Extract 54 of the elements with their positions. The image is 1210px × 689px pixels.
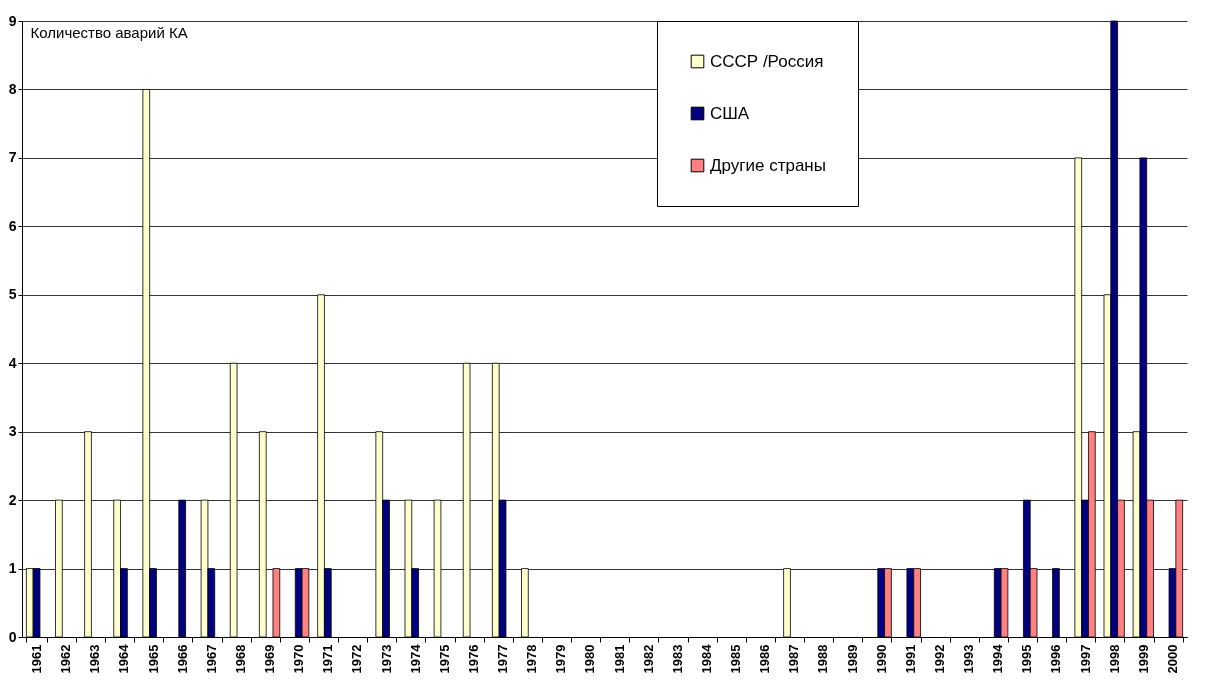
legend-label: Другие страны: [710, 155, 826, 175]
x-tick-label: 1995: [1019, 644, 1035, 674]
y-tick-label: 3: [8, 423, 17, 440]
x-tick-label: 1969: [262, 644, 278, 674]
x-tick-label: 1990: [873, 644, 889, 674]
x-tick-label: 1985: [728, 644, 744, 674]
x-tick-label: 1971: [320, 644, 336, 674]
x-tick-label: 1963: [87, 644, 103, 674]
x-tick-label: 1996: [1048, 644, 1064, 674]
x-tick-label: 1980: [582, 644, 598, 674]
x-tick-label: 1989: [844, 644, 860, 674]
y-tick-label: 6: [8, 217, 17, 234]
x-tick-label: 1981: [611, 644, 627, 674]
x-tick-label: 1970: [291, 644, 307, 674]
x-tick-label: 1962: [58, 644, 74, 674]
x-tick-label: 1968: [232, 644, 248, 674]
legend-label: СССР /Россия: [710, 51, 824, 71]
x-tick-label: 1987: [786, 644, 802, 674]
y-tick-label: 7: [8, 149, 17, 166]
x-tick-label: 1978: [524, 644, 540, 674]
x-tick-label: 1991: [902, 644, 918, 674]
x-tick-label: 1973: [378, 644, 394, 674]
y-tick-label: 1: [8, 560, 17, 577]
x-tick-label: 1999: [1135, 644, 1151, 674]
x-tick-label: 1994: [990, 643, 1006, 674]
y-tick-label: 0: [8, 628, 17, 645]
y-tick-label: 2: [8, 491, 17, 508]
x-tick-label: 1972: [349, 644, 365, 674]
y-tick-label: 9: [8, 12, 17, 29]
x-tick-label: 1961: [29, 644, 45, 674]
x-tick-label: 1965: [145, 644, 161, 674]
x-tick-label: 1998: [1106, 644, 1122, 674]
y-axis-title: Количество аварий КА: [30, 23, 188, 41]
x-tick-label: 1979: [553, 644, 569, 674]
x-tick-label: 1975: [436, 644, 452, 674]
y-tick-label: 5: [8, 286, 17, 303]
x-tick-label: 1976: [465, 644, 481, 674]
x-tick-label: 1992: [931, 644, 947, 674]
legend-label: США: [710, 103, 750, 123]
x-tick-label: 1997: [1077, 644, 1093, 674]
x-tick-label: 1966: [174, 644, 190, 674]
x-tick-label: 1993: [961, 644, 977, 674]
y-tick-label: 8: [8, 80, 17, 97]
x-tick-label: 1984: [698, 643, 714, 674]
x-tick-label: 1967: [203, 644, 219, 674]
x-tick-label: 1964: [116, 643, 132, 674]
x-tick-label: 1986: [757, 644, 773, 674]
x-tick-label: 1988: [815, 644, 831, 674]
x-tick-label: 1983: [669, 644, 685, 674]
x-tick-label: 1982: [640, 644, 656, 674]
x-tick-label: 1977: [495, 644, 511, 674]
y-tick-label: 4: [8, 354, 17, 371]
x-tick-label: 1974: [407, 643, 423, 674]
x-tick-label: 2000: [1164, 644, 1180, 674]
